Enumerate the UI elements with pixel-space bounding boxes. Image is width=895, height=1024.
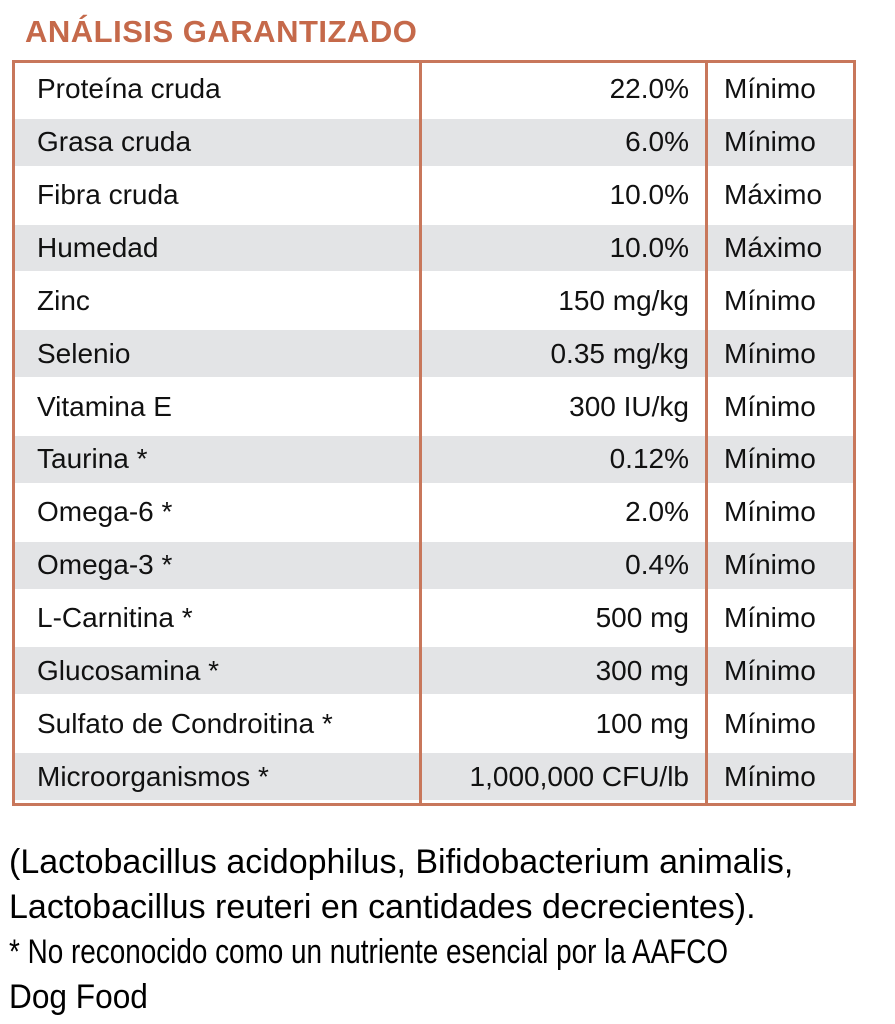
footnote-aafco-disclaimer: * No reconocido como un nutriente esenci… bbox=[9, 933, 729, 971]
nutrient-value: 0.35 mg/kg bbox=[550, 337, 689, 369]
nutrient-basis: Mínimo bbox=[724, 496, 816, 528]
nutrient-name: Zinc bbox=[37, 284, 90, 316]
table-row: Selenio 0.35 mg/kg Mínimo bbox=[15, 327, 853, 381]
nutrient-basis: Mínimo bbox=[724, 73, 816, 105]
table-row: Microorganismos * 1,000,000 CFU/lb Mínimo bbox=[15, 750, 853, 803]
table-body: Proteína cruda 22.0% Mínimo Grasa cruda 6.0%… bbox=[15, 63, 853, 803]
nutrient-basis: Mínimo bbox=[724, 337, 816, 369]
nutrient-name: Omega-6 * bbox=[37, 496, 173, 528]
nutrient-basis: Mínimo bbox=[724, 707, 816, 739]
column-divider bbox=[705, 63, 708, 803]
table-row: Omega-3 * 0.4% Mínimo bbox=[15, 538, 853, 592]
nutrient-name: Proteína cruda bbox=[37, 73, 221, 105]
nutrient-value: 300 IU/kg bbox=[569, 390, 689, 422]
table-row: Humedad 10.0% Máximo bbox=[15, 221, 853, 275]
nutrient-value: 2.0% bbox=[625, 496, 689, 528]
table-row: Fibra cruda 10.0% Máximo bbox=[15, 169, 853, 222]
page-title: ANÁLISIS GARANTIZADO bbox=[25, 14, 418, 49]
nutrient-basis: Mínimo bbox=[724, 443, 816, 475]
nutrient-value: 500 mg bbox=[595, 601, 689, 633]
footnote-probiotics-line-1: (Lactobacillus acidophilus, Bifidobacter… bbox=[9, 843, 794, 881]
nutrient-name: Fibra cruda bbox=[37, 179, 179, 211]
nutrient-value: 1,000,000 CFU/lb bbox=[469, 760, 689, 792]
nutrient-basis: Mínimo bbox=[724, 654, 816, 686]
nutrient-name: Sulfato de Condroitina * bbox=[37, 707, 333, 739]
nutrient-value: 10.0% bbox=[609, 231, 689, 263]
nutrient-basis: Mínimo bbox=[724, 760, 816, 792]
nutrient-name: Omega-3 * bbox=[37, 549, 173, 581]
guaranteed-analysis-table: Proteína cruda 22.0% Mínimo Grasa cruda 6.0%… bbox=[12, 60, 856, 806]
table-row: Omega-6 * 2.0% Mínimo bbox=[15, 486, 853, 539]
table-row: Vitamina E 300 IU/kg Mínimo bbox=[15, 380, 853, 433]
nutrient-basis: Máximo bbox=[724, 179, 823, 211]
table-row: Sulfato de Condroitina * 100 mg Mínimo bbox=[15, 697, 853, 750]
nutrient-value: 0.4% bbox=[625, 549, 689, 581]
nutrient-value: 300 mg bbox=[595, 654, 689, 686]
nutrient-value: 10.0% bbox=[609, 179, 689, 211]
nutrient-basis: Mínimo bbox=[724, 549, 816, 581]
table-row: Grasa cruda 6.0% Mínimo bbox=[15, 115, 853, 169]
nutrient-value: 150 mg/kg bbox=[558, 284, 689, 316]
nutrient-basis: Mínimo bbox=[724, 390, 816, 422]
nutrient-value: 6.0% bbox=[625, 126, 689, 158]
table-row: Glucosamina * 300 mg Mínimo bbox=[15, 644, 853, 698]
nutrient-basis: Máximo bbox=[724, 231, 823, 263]
nutrient-name: Selenio bbox=[37, 337, 131, 369]
nutrient-name: Glucosamina * bbox=[37, 654, 220, 686]
nutrient-basis: Mínimo bbox=[724, 601, 816, 633]
nutrient-value: 100 mg bbox=[595, 707, 689, 739]
table-row: Taurina * 0.12% Mínimo bbox=[15, 433, 853, 486]
nutrient-value: 0.12% bbox=[609, 443, 689, 475]
column-divider bbox=[419, 63, 422, 803]
table-row: Zinc 150 mg/kg Mínimo bbox=[15, 274, 853, 327]
nutrient-value: 22.0% bbox=[609, 73, 689, 105]
footnote-aafco-disclaimer-continued: Dog Food bbox=[9, 978, 148, 1016]
nutrient-basis: Mínimo bbox=[724, 126, 816, 158]
footnote-block: (Lactobacillus acidophilus, Bifidobacter… bbox=[9, 840, 886, 1020]
nutrient-name: Microorganismos * bbox=[37, 760, 269, 792]
nutrient-name: L-Carnitina * bbox=[37, 601, 193, 633]
table-row: Proteína cruda 22.0% Mínimo bbox=[15, 63, 853, 116]
footnote-probiotics-line-2: Lactobacillus reuteri en cantidades decr… bbox=[9, 888, 756, 926]
nutrient-basis: Mínimo bbox=[724, 284, 816, 316]
nutrient-name: Humedad bbox=[37, 231, 159, 263]
nutrient-name: Taurina * bbox=[37, 443, 148, 475]
nutrient-name: Vitamina E bbox=[37, 390, 172, 422]
nutrient-name: Grasa cruda bbox=[37, 126, 192, 158]
table-row: L-Carnitina * 500 mg Mínimo bbox=[15, 592, 853, 645]
